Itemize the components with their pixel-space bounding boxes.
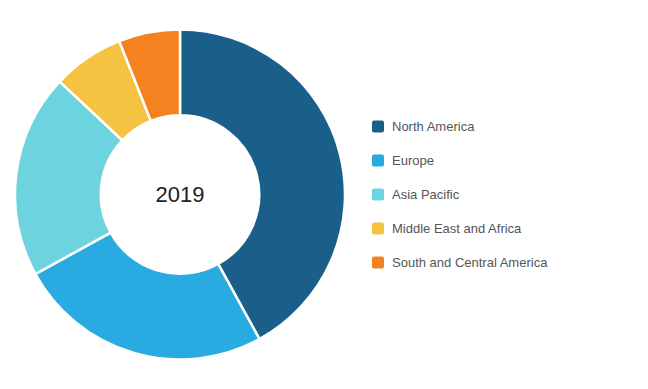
legend-label: Middle East and Africa bbox=[392, 221, 522, 236]
slices bbox=[15, 30, 345, 360]
legend-swatch bbox=[372, 189, 384, 201]
legend-swatch bbox=[372, 121, 384, 133]
legend-label: South and Central America bbox=[392, 255, 548, 270]
legend-swatch bbox=[372, 257, 384, 269]
legend-label: Europe bbox=[392, 153, 434, 168]
legend-label: Asia Pacific bbox=[392, 187, 460, 202]
legend-swatch bbox=[372, 223, 384, 235]
legend-swatch bbox=[372, 155, 384, 167]
center-label: 2019 bbox=[156, 182, 205, 207]
legend: North America Europe Asia Pacific Middle Ea… bbox=[372, 119, 548, 270]
chart-container: 2019 North America Europe Asia Pacific Middl… bbox=[0, 0, 648, 389]
legend-label: North America bbox=[392, 119, 475, 134]
slice bbox=[119, 30, 180, 121]
chart-svg: 2019 North America Europe Asia Pacific Middl… bbox=[0, 0, 648, 389]
